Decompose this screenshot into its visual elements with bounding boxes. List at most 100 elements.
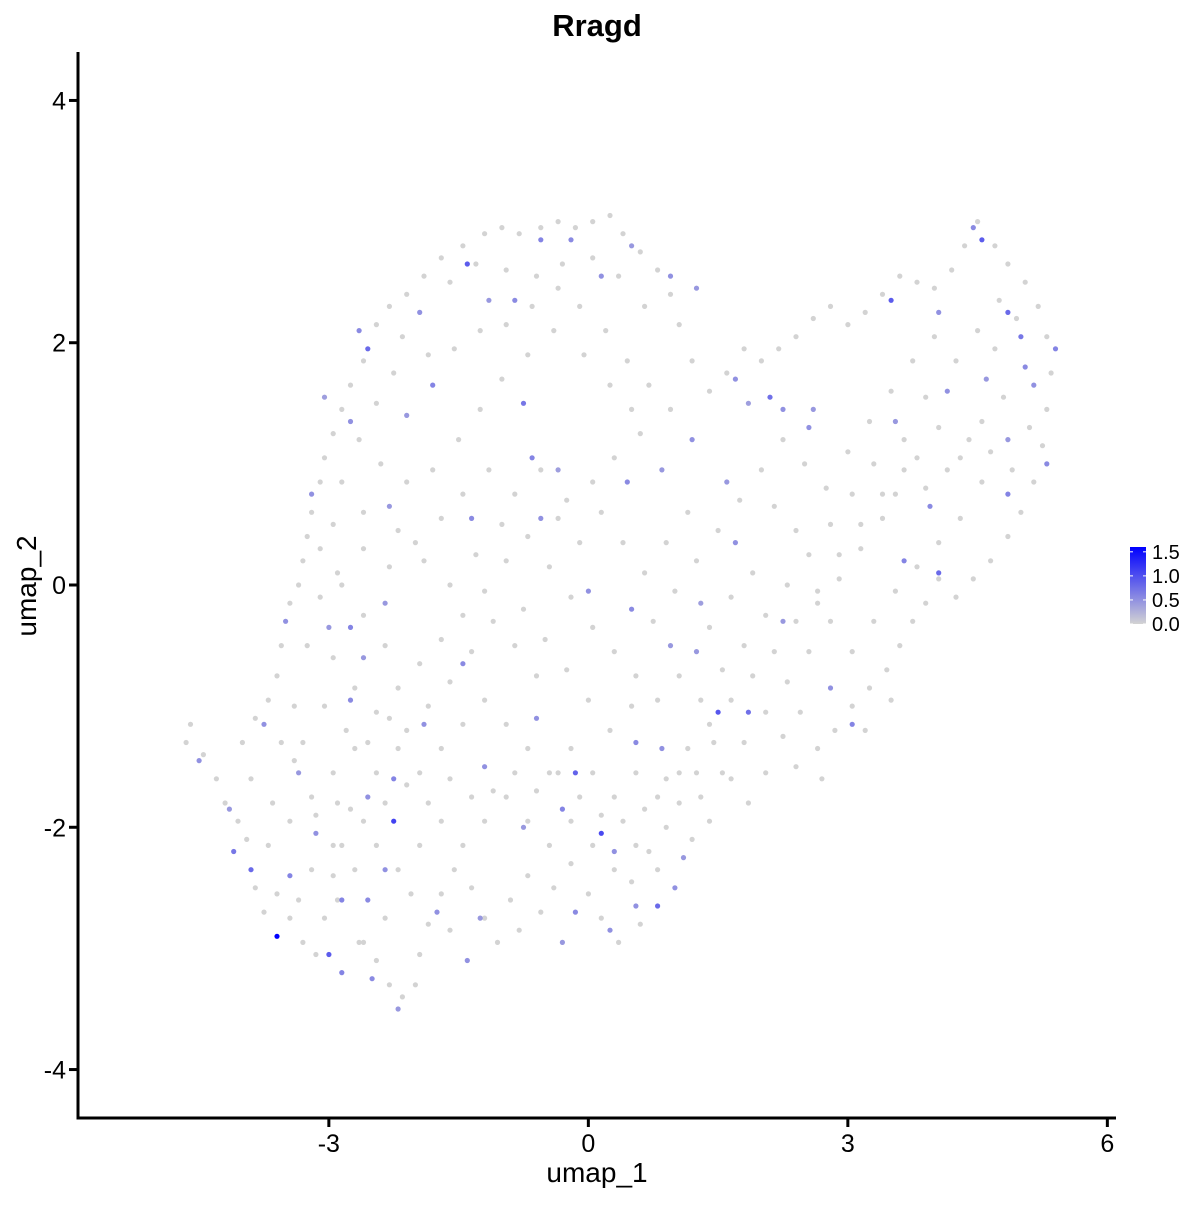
data-point xyxy=(741,346,747,352)
data-point xyxy=(399,994,405,1000)
data-point xyxy=(339,842,345,849)
data-point xyxy=(287,873,293,879)
data-point xyxy=(438,255,444,261)
data-point xyxy=(611,848,617,855)
data-point xyxy=(334,897,341,903)
data-point xyxy=(970,225,976,231)
data-point xyxy=(460,661,466,667)
data-point xyxy=(555,770,561,776)
data-point xyxy=(477,328,483,334)
data-point xyxy=(469,649,475,655)
data-point xyxy=(672,885,678,891)
data-point xyxy=(564,497,570,503)
data-point xyxy=(265,842,271,849)
x-tick-label: 3 xyxy=(841,1130,855,1158)
data-point xyxy=(598,830,604,836)
data-point xyxy=(542,636,548,643)
data-point xyxy=(979,418,985,425)
data-point xyxy=(745,709,752,715)
data-point xyxy=(360,612,367,618)
data-point xyxy=(637,249,643,255)
chart-title: Rragd xyxy=(552,8,642,43)
data-point xyxy=(417,770,423,776)
data-point xyxy=(780,733,786,740)
data-point xyxy=(590,770,596,776)
data-point xyxy=(365,346,371,352)
data-point xyxy=(538,515,544,522)
data-point xyxy=(611,794,617,800)
data-point xyxy=(339,970,345,976)
y-tick-label: 4 xyxy=(52,87,66,115)
data-point xyxy=(287,818,293,824)
data-point xyxy=(460,612,466,618)
data-point xyxy=(888,388,894,394)
data-point xyxy=(499,521,505,528)
data-point xyxy=(482,231,488,237)
data-point xyxy=(988,449,994,455)
data-point xyxy=(862,727,868,734)
data-point xyxy=(235,818,241,824)
data-point xyxy=(326,624,332,631)
data-point xyxy=(629,243,635,249)
data-point xyxy=(278,739,284,746)
data-point xyxy=(360,939,367,946)
data-point xyxy=(836,576,842,582)
data-point xyxy=(339,479,345,485)
data-point xyxy=(953,358,959,364)
data-point xyxy=(572,225,579,231)
data-point xyxy=(832,727,838,734)
data-point xyxy=(533,715,540,721)
data-point xyxy=(226,806,232,812)
data-point xyxy=(590,479,596,485)
data-point xyxy=(611,455,617,461)
x-ticks: -3 0 3 6 xyxy=(318,1118,1114,1158)
data-point xyxy=(408,891,414,897)
data-point xyxy=(520,824,527,830)
data-point xyxy=(469,885,475,891)
data-point xyxy=(309,794,315,800)
data-point xyxy=(373,322,379,328)
data-point xyxy=(806,424,812,431)
data-point xyxy=(815,745,821,752)
data-point xyxy=(334,800,341,806)
data-point xyxy=(196,758,202,764)
data-point xyxy=(845,322,851,328)
data-point xyxy=(642,303,648,309)
data-point xyxy=(421,273,427,279)
data-point xyxy=(265,697,271,703)
data-point xyxy=(1044,406,1050,412)
data-point xyxy=(399,334,405,340)
data-point xyxy=(438,745,444,752)
data-point xyxy=(685,509,691,515)
data-point xyxy=(512,770,518,776)
data-point xyxy=(603,328,609,334)
data-point xyxy=(417,842,423,849)
data-point xyxy=(629,606,635,612)
data-point xyxy=(849,703,855,709)
data-point xyxy=(745,800,752,806)
data-point xyxy=(650,618,656,624)
data-point xyxy=(365,897,371,903)
data-point xyxy=(248,776,254,782)
data-point xyxy=(274,891,280,897)
data-point xyxy=(611,867,617,873)
data-point xyxy=(936,576,942,582)
data-point xyxy=(711,739,717,746)
data-point xyxy=(1026,424,1033,431)
data-point xyxy=(802,461,808,467)
data-point xyxy=(1031,479,1037,485)
data-point xyxy=(728,697,734,703)
data-point xyxy=(866,685,873,691)
data-point xyxy=(430,467,436,473)
data-point xyxy=(633,673,639,679)
data-point xyxy=(1022,364,1028,370)
data-point xyxy=(750,673,756,679)
data-point xyxy=(923,600,929,606)
data-point xyxy=(469,515,475,522)
data-point xyxy=(758,358,765,364)
data-point xyxy=(693,285,700,291)
data-point xyxy=(187,721,194,727)
legend-label: 1.5 xyxy=(1152,542,1180,564)
data-point xyxy=(966,437,972,443)
data-point xyxy=(585,891,592,897)
